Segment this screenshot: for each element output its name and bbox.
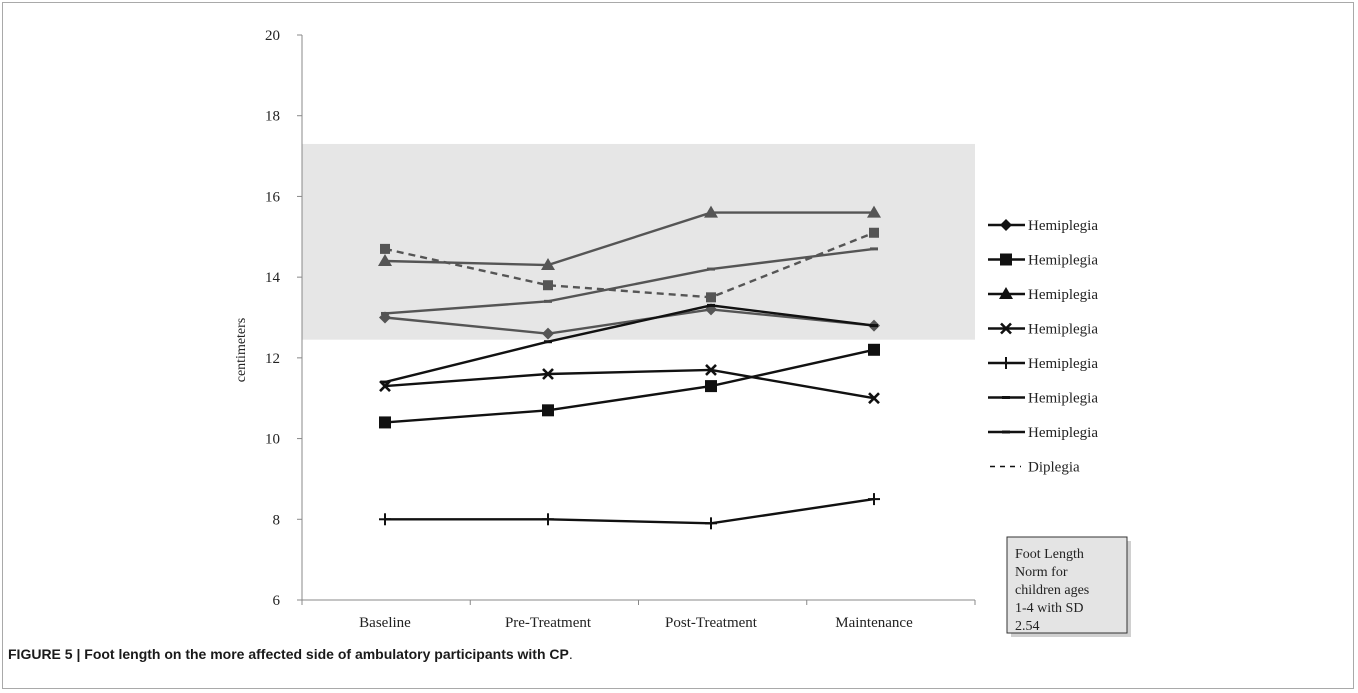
data-point xyxy=(706,292,716,303)
data-point xyxy=(869,227,879,238)
legend-marker xyxy=(1000,357,1012,369)
data-point xyxy=(379,513,391,526)
series-8 xyxy=(380,227,879,303)
data-point xyxy=(541,258,555,271)
data-point xyxy=(542,368,554,380)
data-point xyxy=(542,513,554,526)
y-tick-label: 16 xyxy=(265,189,281,205)
legend-norm-swatch xyxy=(1006,536,1128,634)
series-line xyxy=(385,497,875,525)
data-point xyxy=(868,343,880,356)
series-5 xyxy=(379,493,880,530)
data-point xyxy=(380,243,390,254)
legend-item: Hemiplegia xyxy=(988,391,1098,407)
figure-caption: FIGURE 5 | Foot length on the more affec… xyxy=(8,641,573,667)
data-point xyxy=(707,267,715,271)
legend-marker xyxy=(1000,219,1012,231)
legend-label: Hemiplegia xyxy=(1028,253,1098,269)
series-line xyxy=(384,348,875,424)
data-point xyxy=(542,327,554,340)
legend-label: Hemiplegia xyxy=(1028,356,1098,372)
data-point xyxy=(381,311,389,315)
series-line xyxy=(384,368,875,400)
series-3 xyxy=(378,205,881,271)
y-tick-label: 14 xyxy=(265,270,281,286)
series-6 xyxy=(381,247,878,315)
legend-norm-box: Foot Length Norm for children ages 1-4 with… xyxy=(1006,536,1131,637)
y-tick-label: 8 xyxy=(273,512,281,528)
caption-label: FIGURE 5 | Foot length on the more affec… xyxy=(8,646,569,662)
legend-label: Diplegia xyxy=(1028,460,1080,476)
y-tick-label: 10 xyxy=(265,432,280,448)
y-tick-label: 18 xyxy=(265,109,280,125)
data-point xyxy=(870,247,878,251)
legend-marker xyxy=(1000,322,1012,335)
x-tick-label: Baseline xyxy=(359,615,411,631)
legend-item: Hemiplegia xyxy=(988,425,1098,441)
y-tick-label: 20 xyxy=(265,28,280,44)
data-point xyxy=(870,324,878,328)
data-point xyxy=(378,254,392,266)
x-tick-label: Post-Treatment xyxy=(665,615,758,631)
data-point xyxy=(705,380,717,393)
data-point xyxy=(704,205,718,218)
legend-label: Hemiplegia xyxy=(1028,391,1098,407)
legend-marker xyxy=(1002,396,1010,399)
x-tick-label: Maintenance xyxy=(835,615,913,631)
legend-label: Hemiplegia xyxy=(1028,322,1098,338)
y-tick-label: 12 xyxy=(265,351,280,367)
norm-band xyxy=(302,143,975,340)
legend-item: Diplegia xyxy=(990,460,1080,476)
y-axis-label: centimeters xyxy=(234,318,249,383)
legend-item: Hemiplegia xyxy=(988,253,1098,269)
data-point xyxy=(379,416,391,429)
legend-marker xyxy=(1000,253,1012,266)
legend-marker xyxy=(999,287,1013,299)
data-point xyxy=(867,205,881,218)
caption-period: . xyxy=(568,646,573,662)
data-point xyxy=(868,392,880,405)
series-line xyxy=(384,211,874,267)
series-line xyxy=(384,308,875,335)
series-line xyxy=(384,247,875,315)
data-point xyxy=(381,380,389,384)
data-point xyxy=(544,299,552,303)
series-line xyxy=(384,304,875,384)
legend-marker xyxy=(1002,430,1010,434)
x-tick-label: Pre-Treatment xyxy=(505,615,592,631)
data-point xyxy=(868,493,880,506)
legend-label: Hemiplegia xyxy=(1028,425,1098,441)
data-point xyxy=(707,303,715,307)
y-tick-label: 6 xyxy=(273,593,281,609)
data-point xyxy=(543,280,553,291)
legend-item: Hemiplegia xyxy=(988,287,1098,303)
series-7 xyxy=(381,303,878,384)
legend-item: Hemiplegia xyxy=(988,322,1098,338)
data-point xyxy=(705,364,717,376)
legend-item: Hemiplegia xyxy=(988,218,1098,234)
legend-label: Hemiplegia xyxy=(1028,287,1098,303)
legend-item: Hemiplegia xyxy=(988,356,1098,372)
legend-label: Hemiplegia xyxy=(1028,218,1098,234)
series-2 xyxy=(379,343,880,429)
data-point xyxy=(705,517,717,530)
data-point xyxy=(542,404,554,417)
data-point xyxy=(544,340,552,344)
legend-norm-label: Foot Length Norm for children ages 1-4 with… xyxy=(1015,547,1089,634)
line-chart: 6 8 10 12 14 16 18 20 Baseline Pre-Treatment Post-… xyxy=(234,28,1131,637)
